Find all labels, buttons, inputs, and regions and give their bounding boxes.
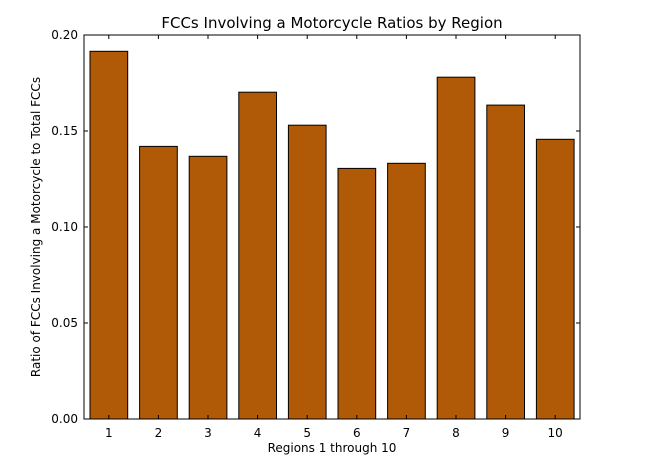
x-tick-label: 5 (303, 426, 311, 440)
y-tick-label: 0.15 (51, 124, 78, 138)
y-axis-label: Ratio of FCCs Involving a Motorcycle to … (29, 77, 43, 377)
bar-region-7 (387, 162, 426, 420)
y-ticks-group: 0.00 0.05 0.10 0.15 0.20 (51, 28, 580, 426)
bar-region-3 (188, 155, 228, 420)
bar-region-4 (238, 91, 278, 420)
x-axis-label: Regions 1 through 10 (268, 441, 397, 455)
bar-region-2 (139, 145, 178, 420)
x-tick-label: 3 (204, 426, 212, 440)
bar-region-6 (337, 167, 377, 420)
x-tick-label: 9 (502, 426, 510, 440)
y-tick-label: 0.05 (51, 316, 78, 330)
x-tick-label: 10 (548, 426, 563, 440)
x-tick-label: 8 (452, 426, 460, 440)
y-tick-label: 0.20 (51, 28, 78, 42)
x-tick-label: 1 (105, 426, 113, 440)
bar-region-5 (287, 124, 327, 420)
x-tick-label: 7 (403, 426, 411, 440)
x-ticks-group: 1 2 3 4 5 6 7 8 9 10 (105, 35, 563, 440)
x-tick-label: 6 (353, 426, 361, 440)
plot-frame (83, 34, 581, 420)
bar-region-10 (535, 138, 575, 420)
bar-region-8 (436, 76, 476, 420)
bar-region-9 (486, 104, 525, 420)
chart-title: FCCs Involving a Motorcycle Ratios by Re… (161, 14, 502, 32)
y-tick-label: 0.10 (51, 220, 78, 234)
y-tick-label: 0.00 (51, 412, 78, 426)
bar-region-1 (89, 50, 129, 420)
x-tick-label: 4 (254, 426, 262, 440)
bars-group (89, 50, 575, 420)
x-tick-label: 2 (155, 426, 163, 440)
